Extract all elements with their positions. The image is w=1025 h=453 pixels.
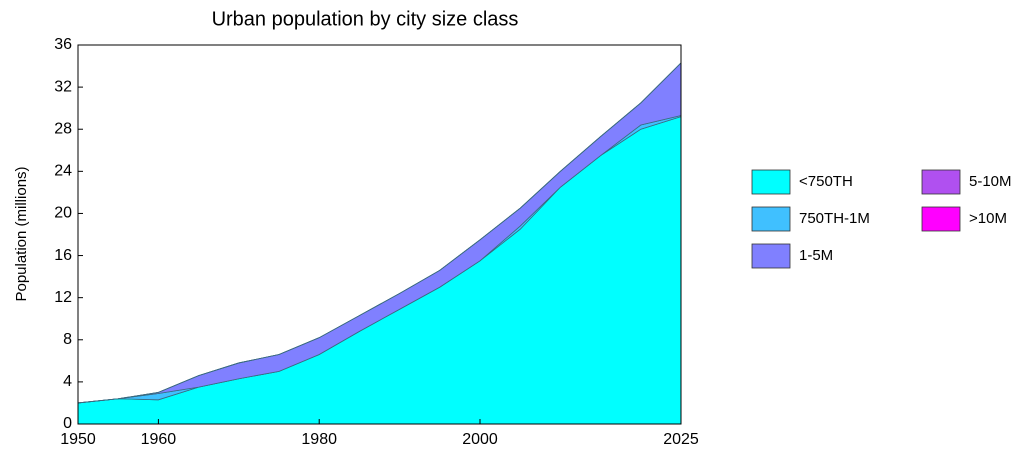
legend-swatch	[921, 206, 961, 232]
x-tick-label: 2025	[663, 431, 699, 448]
x-tick-label: 1950	[60, 431, 96, 448]
legend-label: 1-5M	[799, 247, 833, 264]
x-tick-label: 1980	[301, 431, 337, 448]
legend-label: 5-10M	[969, 173, 1012, 190]
plot-frame	[77, 44, 682, 425]
y-tick-label: 36	[54, 36, 72, 53]
y-tick-label: 24	[54, 163, 72, 180]
y-tick-label: 28	[54, 120, 72, 137]
x-tick-label: 2000	[462, 431, 498, 448]
y-tick-label: 0	[63, 415, 72, 432]
y-tick-label: 8	[63, 331, 72, 348]
y-axis-label: Population (millions)	[13, 166, 30, 301]
legend-swatch	[921, 169, 961, 195]
y-tick-label: 20	[54, 205, 72, 222]
legend-label: >10M	[969, 210, 1007, 227]
legend-swatch	[751, 169, 791, 195]
legend-label: <750TH	[799, 173, 853, 190]
legend-swatch	[751, 206, 791, 232]
chart-title: Urban population by city size class	[212, 8, 519, 30]
y-tick-label: 4	[63, 373, 72, 390]
y-tick-label: 16	[54, 247, 72, 264]
legend-swatch	[751, 243, 791, 269]
legend-label: 750TH-1M	[799, 210, 870, 227]
x-tick-label: 1960	[141, 431, 177, 448]
y-tick-label: 12	[54, 289, 72, 306]
y-tick-label: 32	[54, 78, 72, 95]
